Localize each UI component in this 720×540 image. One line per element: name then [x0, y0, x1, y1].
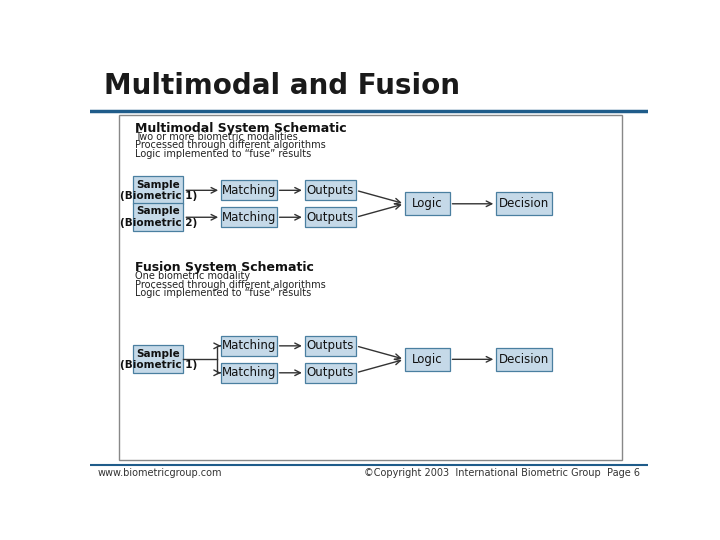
Text: Outputs: Outputs [307, 366, 354, 379]
Text: Multimodal System Schematic: Multimodal System Schematic [135, 122, 346, 135]
FancyBboxPatch shape [133, 204, 184, 231]
Text: Two or more biometric modalities: Two or more biometric modalities [135, 132, 297, 142]
FancyBboxPatch shape [305, 363, 356, 383]
FancyBboxPatch shape [405, 348, 449, 371]
Text: Outputs: Outputs [307, 184, 354, 197]
Text: Multimodal and Fusion: Multimodal and Fusion [104, 72, 460, 100]
Text: Sample
(Biometric 2): Sample (Biometric 2) [120, 206, 197, 228]
Text: Matching: Matching [222, 211, 276, 224]
FancyBboxPatch shape [305, 180, 356, 200]
Text: Logic implemented to “fuse” results: Logic implemented to “fuse” results [135, 288, 311, 298]
FancyBboxPatch shape [305, 207, 356, 227]
FancyBboxPatch shape [405, 192, 449, 215]
Text: Outputs: Outputs [307, 211, 354, 224]
Text: ©Copyright 2003  International Biometric Group  Page 6: ©Copyright 2003 International Biometric … [364, 468, 640, 478]
Text: Matching: Matching [222, 339, 276, 353]
Text: www.biometricgroup.com: www.biometricgroup.com [98, 468, 222, 478]
Text: Processed through different algorithms: Processed through different algorithms [135, 280, 325, 289]
FancyBboxPatch shape [496, 348, 552, 371]
Text: Logic: Logic [412, 353, 442, 366]
FancyBboxPatch shape [221, 363, 276, 383]
Text: Matching: Matching [222, 184, 276, 197]
Text: Outputs: Outputs [307, 339, 354, 353]
Text: Matching: Matching [222, 366, 276, 379]
Text: Decision: Decision [499, 197, 549, 210]
FancyBboxPatch shape [221, 336, 276, 356]
Text: Sample
(Biometric 1): Sample (Biometric 1) [120, 348, 197, 370]
Text: Decision: Decision [499, 353, 549, 366]
FancyBboxPatch shape [496, 192, 552, 215]
FancyBboxPatch shape [120, 115, 621, 460]
FancyBboxPatch shape [221, 180, 276, 200]
Text: Logic implemented to “fuse” results: Logic implemented to “fuse” results [135, 148, 311, 159]
FancyBboxPatch shape [133, 177, 184, 204]
FancyBboxPatch shape [305, 336, 356, 356]
Text: Processed through different algorithms: Processed through different algorithms [135, 140, 325, 150]
Text: Logic: Logic [412, 197, 442, 210]
Text: Sample
(Biometric 1): Sample (Biometric 1) [120, 179, 197, 201]
Text: One biometric modality: One biometric modality [135, 271, 250, 281]
FancyBboxPatch shape [133, 346, 184, 373]
Text: Fusion System Schematic: Fusion System Schematic [135, 261, 314, 274]
FancyBboxPatch shape [221, 207, 276, 227]
